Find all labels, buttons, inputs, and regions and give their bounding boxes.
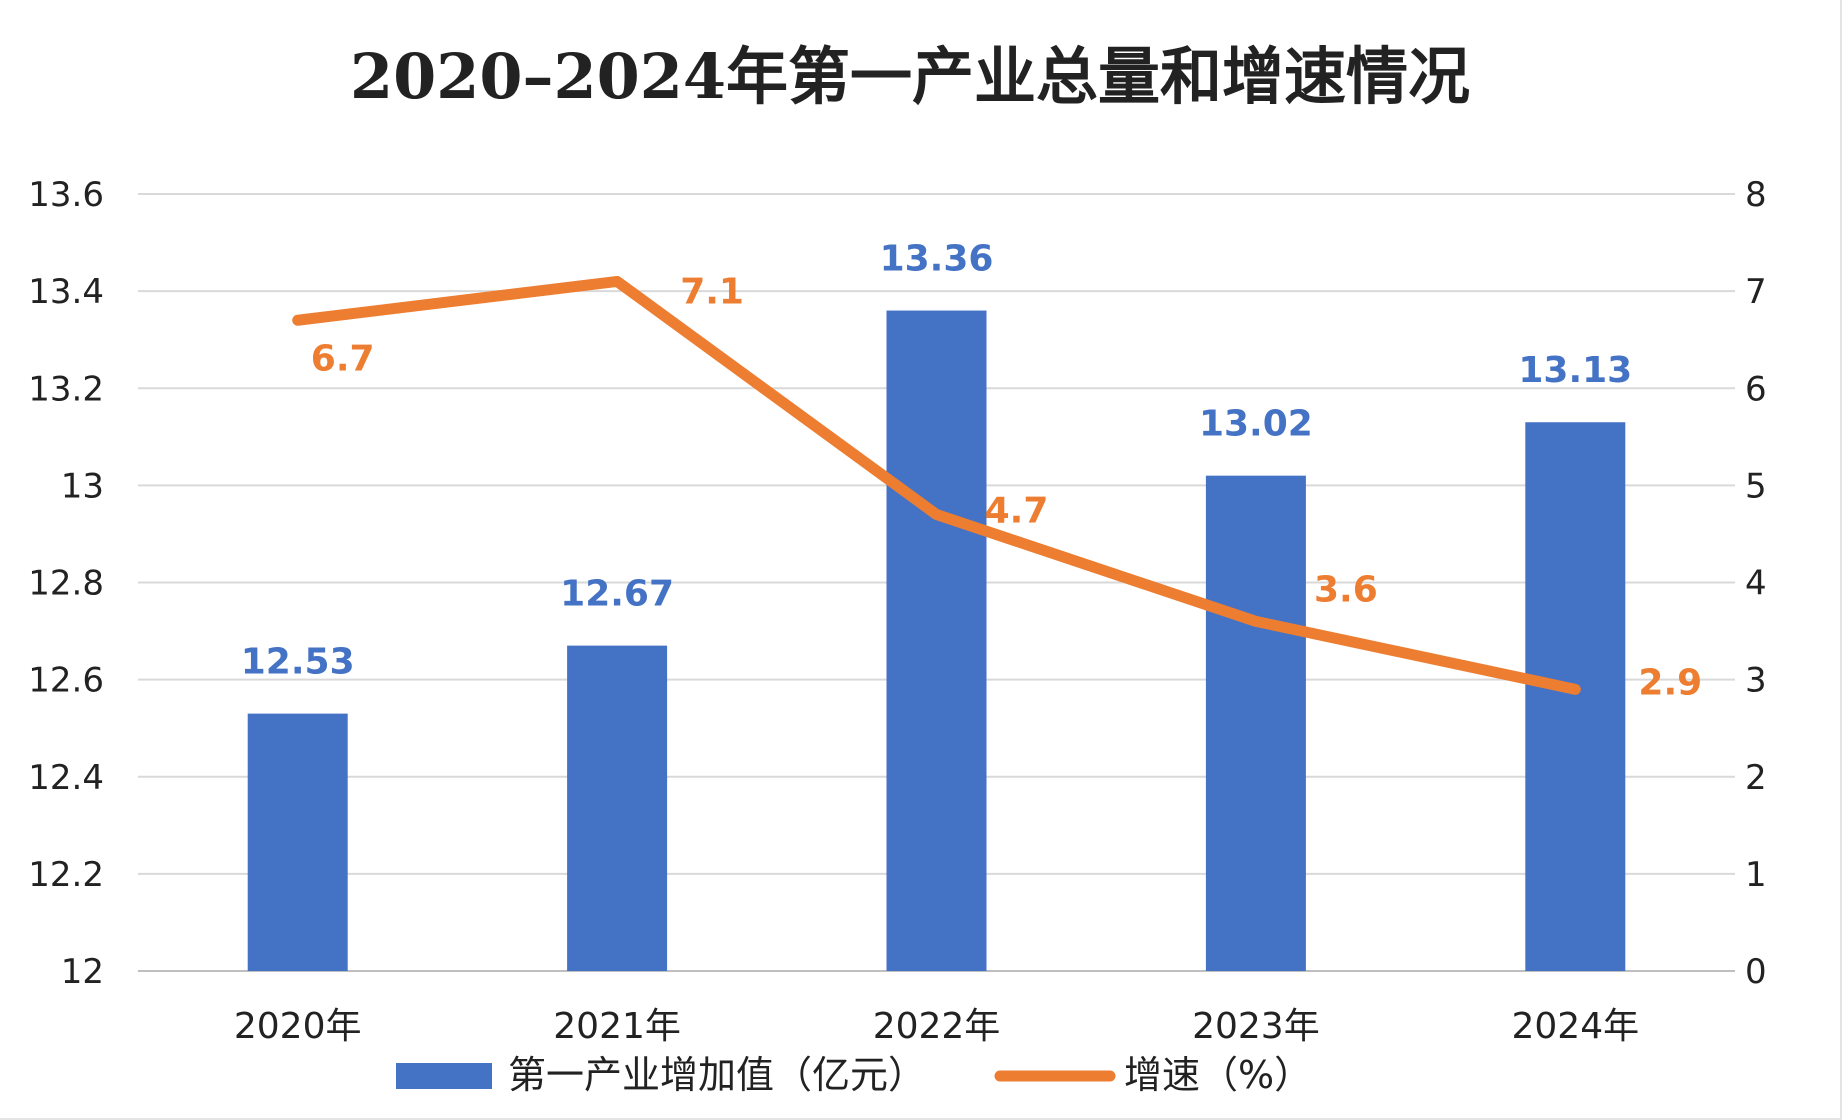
y-right-tick-label: 8 (1745, 175, 1767, 215)
line-point (616, 280, 619, 283)
y-left-tick-label: 13.4 (28, 272, 104, 312)
bar (1525, 422, 1626, 971)
x-category-label: 2023年 (1192, 1006, 1320, 1047)
y-right-tick-label: 0 (1745, 952, 1767, 992)
legend-label-line: 增速（%） (1124, 1053, 1312, 1097)
line-point (1574, 688, 1577, 691)
line-value-label: 4.7 (985, 491, 1049, 532)
x-category-label: 2020年 (234, 1006, 362, 1047)
y-right-tick-label: 4 (1745, 564, 1767, 604)
x-category-label: 2021年 (553, 1006, 681, 1047)
y-left-tick-label: 13.6 (28, 175, 104, 215)
bar (886, 310, 987, 971)
line-series (292, 275, 1581, 695)
line-point (296, 319, 299, 322)
y-left-tick-label: 12.6 (28, 661, 104, 701)
y-right-tick-label: 6 (1745, 369, 1767, 409)
line-value-label: 7.1 (680, 271, 744, 312)
legend-swatch-bar (396, 1063, 492, 1089)
y-right-tick-label: 5 (1745, 466, 1767, 506)
bar (567, 645, 668, 971)
line-value-label: 3.6 (1314, 569, 1378, 610)
chart-title: 2020–2024年第一产业总量和增速情况 (350, 40, 1470, 113)
y-left-tick-label: 12.8 (28, 564, 104, 604)
y-left-tick-label: 12.2 (28, 855, 104, 895)
y-right-tick-label: 3 (1745, 661, 1767, 701)
bar (1205, 475, 1306, 971)
bar-value-label: 13.13 (1518, 350, 1632, 391)
y-right-tick-label: 2 (1745, 758, 1767, 798)
line-point (1254, 620, 1257, 623)
y-right-tick-label: 1 (1745, 855, 1767, 895)
line-value-label: 6.7 (311, 338, 375, 379)
x-category-label: 2022年 (873, 1006, 1001, 1047)
bar-value-label: 13.36 (880, 239, 994, 280)
bar (247, 713, 348, 971)
bar-value-label: 12.53 (241, 642, 355, 683)
legend-label-bar: 第一产业增加值（亿元） (508, 1053, 926, 1097)
y-left-tick-label: 12.4 (28, 758, 104, 798)
y-left-tick-label: 13.2 (28, 369, 104, 409)
data-labels: 12.53 12.67 13.36 13.02 13.13 6.7 7.1 4.7 3.6 2.9 (241, 239, 1702, 704)
line-point (935, 513, 938, 516)
y-left-tick-label: 13 (61, 466, 104, 506)
y-left-tick-label: 12 (61, 952, 104, 992)
line-value-label: 2.9 (1638, 662, 1702, 703)
y-right-tick-label: 7 (1745, 272, 1767, 312)
legend: 第一产业增加值（亿元） 增速（%） (396, 1053, 1312, 1097)
bar-value-label: 12.67 (560, 574, 674, 615)
x-category-label: 2024年 (1511, 1006, 1639, 1047)
bar-value-label: 13.02 (1199, 404, 1313, 445)
axes: 1212.212.412.612.81313.213.413.601234567… (28, 175, 1766, 1047)
bar-series (247, 310, 1626, 971)
